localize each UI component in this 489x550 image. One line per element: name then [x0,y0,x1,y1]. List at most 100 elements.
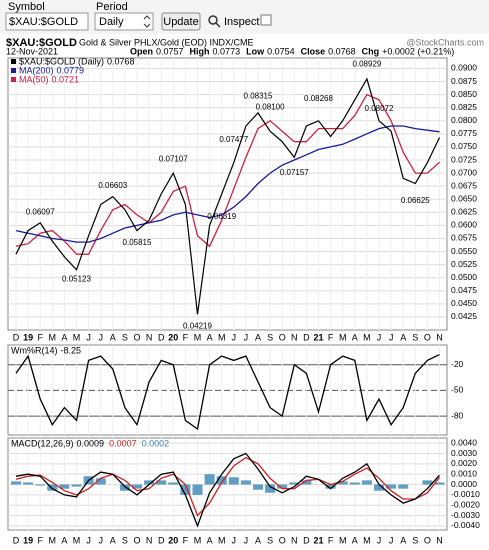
histogram-bar [434,482,445,485]
y-tick-label: 0.0875 [451,76,477,86]
annotation: 0.06603 [98,181,127,190]
x-tick-label: D [13,535,20,545]
y-tick-label: -20 [451,359,464,369]
x-tick-label: A [255,535,261,545]
inspect-label[interactable]: Inspect [224,16,259,28]
histogram-bar [398,484,409,489]
x-tick-label: M [339,332,347,342]
x-tick-label: S [122,332,128,342]
update-button[interactable] [161,12,201,31]
histogram-bar [422,480,433,485]
x-tick-label: J [244,332,249,342]
x-tick-label: M [49,535,57,545]
histogram-bar [11,481,21,485]
histogram-bar [192,484,203,495]
panel-title: MACD(12,26,9) [11,438,74,448]
histogram-bar [156,480,167,485]
panel-title: Wm%R(14) [11,345,58,355]
y-tick-label: 0.0575 [451,233,477,243]
y-tick-label: 0.0010 [451,468,477,478]
x-tick-label: M [49,332,57,342]
x-tick-label: N [146,535,153,545]
inspect-icon[interactable] [208,15,218,25]
symbol-value[interactable]: $XAU:$GOLD [9,16,78,28]
x-tick-label: J [232,332,237,342]
y-tick-label: 0.0020 [451,458,477,468]
x-tick-label: J [98,535,103,545]
annotation: 0.04219 [183,322,212,331]
annotation: 0.06097 [26,207,55,216]
quote-label: Low [246,46,265,56]
quote-value: 0.0757 [156,46,184,56]
x-tick-label: 21 [313,332,323,342]
histogram-bar [374,484,384,491]
x-tick-label: D [303,535,310,545]
x-tick-label: A [110,332,116,342]
x-tick-label: F [328,332,334,342]
histogram-bar [119,484,130,491]
legend-name: $XAU:$GOLD (Daily) [19,56,104,66]
period-select[interactable] [94,12,154,31]
panel-value: 0.0002 [142,438,170,448]
y-tick-label: 0.0600 [451,220,477,230]
x-tick-label: M [363,535,371,545]
histogram-bar [337,481,348,485]
x-tick-label: F [37,332,43,342]
inspect-checkbox[interactable] [260,14,272,26]
x-tick-label: J [377,535,382,545]
y-tick-label: 0.0725 [451,154,477,164]
annotation: 0.07157 [280,168,309,177]
x-tick-label: J [244,535,249,545]
update-label[interactable]: Update [163,16,198,28]
x-tick-label: M [194,535,202,545]
x-tick-label: M [218,332,226,342]
y-tick-label: -50 [451,385,464,395]
histogram-bar [168,482,179,485]
y-tick-label: -80 [451,410,464,420]
y-tick-label: 0.0650 [451,193,477,203]
annotation: 0.08929 [352,59,381,68]
y-tick-label: 0.0675 [451,180,477,190]
histogram-bar [240,480,251,485]
x-tick-label: 19 [23,535,33,545]
x-tick-label: M [218,535,226,545]
y-tick-label: 0.0030 [451,448,477,458]
x-tick-label: A [207,535,213,545]
x-tick-label: D [158,332,165,342]
x-tick-label: A [110,535,116,545]
period-value[interactable]: Daily [99,16,124,28]
histogram-bar [23,482,34,485]
y-tick-label: 0.0550 [451,246,477,256]
annotation: 0.06625 [401,196,430,205]
panel-value: 0.0007 [109,438,137,448]
legend-name: MA(50) [19,74,49,84]
x-tick-label: A [352,332,358,342]
legend-swatch [11,59,16,64]
x-tick-label: J [232,535,237,545]
x-tick-label: N [291,332,298,342]
y-tick-label: 0.0040 [451,437,477,447]
symbol-input[interactable] [5,12,89,31]
histogram-bar [204,474,215,485]
histogram-bar [144,480,155,485]
legend-name: MA(200) [19,65,54,75]
x-tick-label: O [279,332,286,342]
legend-swatch [11,68,16,73]
y-tick-label: 0.0475 [451,285,477,295]
panel-frame [7,437,448,531]
y-tick-label: 0.0775 [451,128,477,138]
panel-value: -8.25 [61,345,82,355]
x-tick-label: O [133,535,140,545]
x-tick-label: J [377,332,382,342]
legend-value: 0.0721 [52,74,80,84]
quote-value: 0.0773 [213,46,241,56]
x-tick-label: N [291,535,298,545]
annotation: 0.08100 [256,103,285,112]
x-tick-label: F [183,535,189,545]
x-tick-label: J [389,332,394,342]
annotation: 0.05815 [123,238,152,247]
x-tick-label: 21 [313,535,323,545]
histogram-bar [180,484,191,495]
